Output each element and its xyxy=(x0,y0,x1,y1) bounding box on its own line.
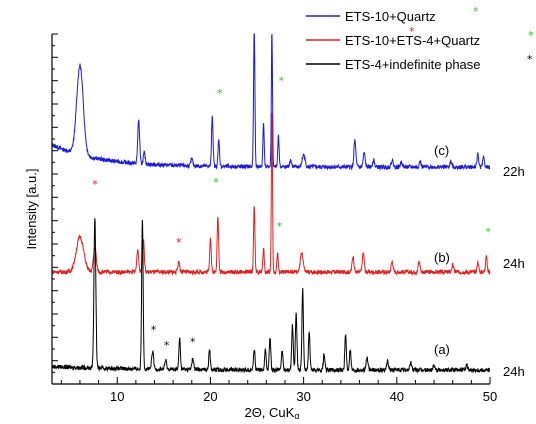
peak-star-2-2: * xyxy=(190,336,196,349)
time-label-c: 22h xyxy=(503,164,525,179)
x-tick-label: 30 xyxy=(296,389,310,404)
peak-star-1-1: * xyxy=(176,236,182,249)
time-label-b: 24h xyxy=(503,256,525,271)
chart-traces xyxy=(51,33,491,374)
legend-star-ets10-quartz: * xyxy=(473,5,479,18)
legend-star-green: * xyxy=(528,29,534,42)
peak-star-2-1: * xyxy=(164,339,170,352)
trace-label-a: (a) xyxy=(434,342,450,357)
x-tick-label: 50 xyxy=(483,389,497,404)
peak-star-1-4: * xyxy=(485,225,491,238)
x-tick-label: 20 xyxy=(203,389,217,404)
peak-star-0-1: * xyxy=(279,75,285,88)
legend-star-ets4: * xyxy=(527,53,533,66)
series-line-a xyxy=(51,218,491,374)
y-axis-title: Intensity [a.u.] xyxy=(24,169,39,250)
series-line-b xyxy=(51,112,491,276)
y-ticks xyxy=(52,33,58,373)
trace-label-c: (c) xyxy=(434,143,449,158)
legend: ETS-10+Quartz * ETS-10+ETS-4+Quartz * * … xyxy=(306,5,534,72)
legend-label-ets4-indefinite: ETS-4+indefinite phase xyxy=(345,57,481,72)
legend-label-ets10-ets4-quartz: ETS-10+ETS-4+Quartz xyxy=(345,33,480,48)
x-ticks: 10 20 30 40 50 xyxy=(60,377,497,404)
peak-star-0-0: * xyxy=(217,87,223,100)
peak-star-1-3: * xyxy=(277,220,283,233)
series-line-c xyxy=(51,33,491,171)
time-label-a: 24h xyxy=(503,364,525,379)
peak-star-1-0: * xyxy=(92,178,98,191)
trace-label-b: (b) xyxy=(434,250,450,265)
legend-label-ets10-quartz: ETS-10+Quartz xyxy=(345,9,436,24)
x-axis-title: 2Θ, CuKα xyxy=(244,405,299,421)
x-tick-label: 40 xyxy=(390,389,404,404)
chart-peak-stars: * * * * * * * * * * xyxy=(92,75,491,352)
x-tick-label: 10 xyxy=(110,389,124,404)
legend-star-red: * xyxy=(409,25,415,38)
peak-star-2-0: * xyxy=(151,323,157,336)
peak-star-1-2: * xyxy=(213,176,219,189)
